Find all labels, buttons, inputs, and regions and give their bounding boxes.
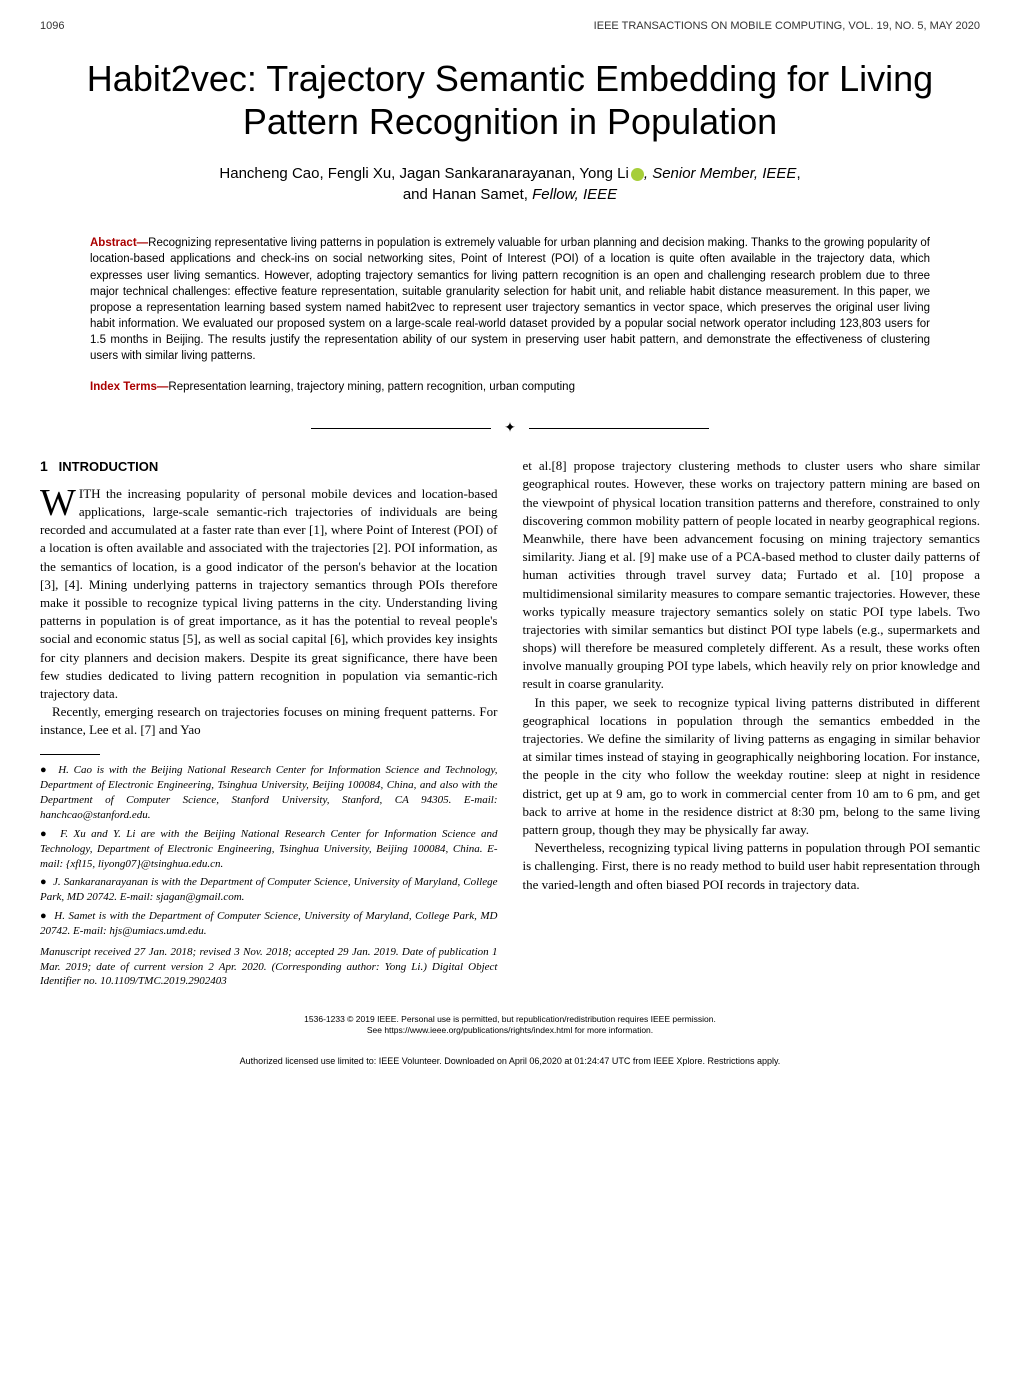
- intro-para2: Recently, emerging research on trajector…: [40, 703, 498, 739]
- two-column-content: 1 INTRODUCTION WITH the increasing popul…: [40, 457, 980, 989]
- right-column: et al.[8] propose trajectory clustering …: [523, 457, 981, 989]
- copyright-block: 1536-1233 © 2019 IEEE. Personal use is p…: [40, 1014, 980, 1036]
- member-info1: , Senior Member, IEEE: [644, 165, 797, 182]
- para1-text: ITH the increasing popularity of persona…: [40, 486, 498, 701]
- col2-para3: Nevertheless, recognizing typical living…: [523, 839, 981, 894]
- divider-line-left: [311, 428, 491, 429]
- footnote-4: ● H. Samet is with the Department of Com…: [40, 909, 498, 939]
- manuscript-info: Manuscript received 27 Jan. 2018; revise…: [40, 945, 498, 990]
- drop-cap: W: [40, 485, 79, 519]
- orcid-icon: [631, 168, 644, 181]
- authors-comma: ,: [796, 165, 800, 182]
- footnote-1: ● H. Cao is with the Beijing National Re…: [40, 763, 498, 822]
- abstract-paragraph: Abstract—Recognizing representative livi…: [90, 235, 930, 364]
- section-heading: 1 INTRODUCTION: [40, 457, 498, 477]
- bottom-license-text: Authorized licensed use limited to: IEEE…: [40, 1056, 980, 1066]
- abstract-text: Recognizing representative living patter…: [90, 237, 930, 362]
- authors-block: Hancheng Cao, Fengli Xu, Jagan Sankarana…: [40, 163, 980, 205]
- index-terms-label: Index Terms—: [90, 381, 168, 393]
- divider-diamond-icon: ✦: [504, 420, 516, 437]
- footnote-1-text: H. Cao is with the Beijing National Rese…: [40, 764, 498, 821]
- section-divider: ✦: [40, 420, 980, 437]
- footnote-separator: [40, 754, 100, 755]
- journal-info: IEEE TRANSACTIONS ON MOBILE COMPUTING, V…: [594, 20, 980, 32]
- section-number: 1: [40, 458, 48, 474]
- col2-para2: In this paper, we seek to recognize typi…: [523, 694, 981, 840]
- divider-line-right: [529, 428, 709, 429]
- header-row: 1096 IEEE TRANSACTIONS ON MOBILE COMPUTI…: [40, 20, 980, 32]
- footnote-4-text: H. Samet is with the Department of Compu…: [40, 910, 498, 937]
- col2-para1: et al.[8] propose trajectory clustering …: [523, 457, 981, 693]
- left-column: 1 INTRODUCTION WITH the increasing popul…: [40, 457, 498, 989]
- copyright-line2: See https://www.ieee.org/publications/ri…: [367, 1025, 653, 1035]
- footnote-3-text: J. Sankaranarayanan is with the Departme…: [40, 876, 498, 903]
- footnote-2-text: F. Xu and Y. Li are with the Beijing Nat…: [40, 828, 498, 870]
- intro-para1: WITH the increasing popularity of person…: [40, 485, 498, 703]
- index-terms-section: Index Terms—Representation learning, tra…: [90, 379, 930, 395]
- abstract-label: Abstract—: [90, 237, 148, 249]
- authors-line2: and Hanan Samet, Fellow, IEEE: [403, 186, 617, 203]
- index-terms-text: Representation learning, trajectory mini…: [168, 381, 575, 393]
- footnote-2: ● F. Xu and Y. Li are with the Beijing N…: [40, 827, 498, 872]
- paper-title: Habit2vec: Trajectory Semantic Embedding…: [40, 57, 980, 143]
- section-title: INTRODUCTION: [59, 459, 159, 474]
- abstract-section: Abstract—Recognizing representative livi…: [90, 235, 930, 364]
- copyright-line1: 1536-1233 © 2019 IEEE. Personal use is p…: [304, 1014, 716, 1024]
- authors-line1: Hancheng Cao, Fengli Xu, Jagan Sankarana…: [219, 165, 628, 182]
- page-number: 1096: [40, 20, 64, 32]
- footnote-3: ● J. Sankaranarayanan is with the Depart…: [40, 875, 498, 905]
